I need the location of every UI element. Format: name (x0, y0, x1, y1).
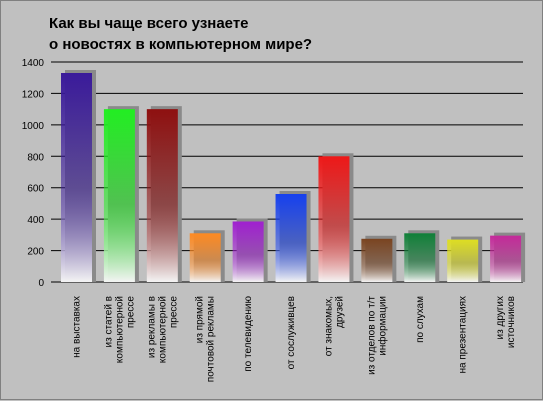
category-label-9: на презентациях (458, 296, 469, 374)
y-tick-label-0: 0 (38, 278, 44, 289)
category-label-line: из отделов по т/т (366, 296, 377, 375)
category-label-line: компьютерной (157, 296, 168, 363)
category-label-line: от сослуживцев (286, 296, 297, 369)
bar (146, 109, 178, 283)
y-tick-label-1200: 1200 (22, 89, 45, 100)
category-label-7: из отделов по т/т информации (366, 296, 388, 375)
chart-title-line-2: о новостях в компьютерном мире? (49, 36, 313, 53)
bar (189, 233, 221, 282)
bar-group-10 (490, 232, 526, 282)
category-label-line: источников (506, 296, 517, 348)
category-label-8: по слухам (415, 296, 426, 343)
category-label-10: из других источников (495, 296, 517, 348)
category-label-line: от знакомых, (323, 296, 334, 356)
bar-group-3 (189, 230, 225, 282)
bar-group-8 (404, 230, 440, 282)
category-label-line: по слухам (415, 296, 426, 343)
category-label-line: из прямой (195, 296, 206, 343)
category-label-line: на презентациях (458, 296, 469, 374)
bar-group-1 (103, 106, 139, 283)
category-label-line: на выставках (72, 296, 83, 358)
y-tick-label-800: 800 (27, 152, 44, 163)
bar (232, 221, 264, 282)
category-label-3: из прямой почтовой рекламы (195, 296, 217, 382)
bar-group-2 (146, 106, 182, 283)
y-tick-label-1000: 1000 (22, 121, 45, 132)
y-tick-label-1400: 1400 (22, 58, 45, 69)
bar (404, 233, 436, 282)
category-label-line: из других (495, 296, 506, 339)
category-label-1: из статей в компьютерной прессе (103, 296, 136, 364)
category-label-4: по телевидению (243, 296, 254, 372)
category-label-line: из статей в (103, 296, 114, 347)
chart-title-line-1: Как вы чаще всего узнаете (49, 15, 249, 32)
bar-group-0 (61, 70, 96, 282)
category-label-line: друзей (334, 296, 345, 328)
category-label-line: из рекламы в (146, 296, 157, 358)
bar-group-4 (232, 218, 268, 282)
chart-title: Как вы чаще всего узнаете о новостях в к… (49, 13, 312, 55)
category-label-line: компьютерной (114, 296, 125, 363)
category-label-line: информации (376, 296, 388, 356)
y-tick-label-600: 600 (27, 184, 44, 195)
category-label-5: от сослуживцев (286, 296, 297, 369)
bar-group-6 (318, 153, 354, 282)
category-label-line: прессе (168, 296, 179, 329)
y-tick-label-200: 200 (27, 247, 44, 258)
category-label-6: от знакомых, друзей (323, 296, 345, 356)
bar (361, 238, 393, 282)
bar (490, 235, 522, 282)
bar (61, 73, 92, 282)
category-label-line: прессе (125, 296, 136, 329)
bar-group-9 (447, 236, 483, 282)
bar (447, 239, 479, 282)
category-labels: на выставках из статей в компьютерной пресс… (72, 296, 518, 383)
category-label-0: на выставках (72, 296, 83, 358)
bar (318, 156, 350, 282)
bar (275, 194, 307, 282)
category-label-line: почтовой рекламы (206, 296, 217, 382)
bars (61, 70, 526, 283)
bar-group-5 (275, 191, 311, 282)
category-label-2: из рекламы в компьютерной прессе (146, 296, 179, 364)
y-axis: 0 200 400 600 800 1000 1200 1400 (22, 58, 45, 289)
bar (103, 109, 135, 283)
bar-group-7 (361, 235, 397, 282)
y-tick-label-400: 400 (27, 215, 44, 226)
category-label-line: по телевидению (243, 296, 254, 372)
